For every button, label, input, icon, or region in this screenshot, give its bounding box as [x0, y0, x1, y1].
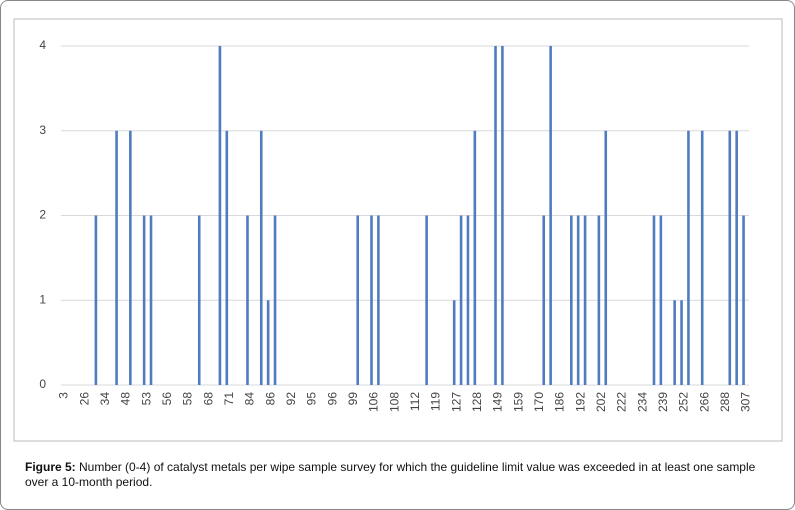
bar: [501, 46, 504, 385]
x-tick-label: 202: [594, 392, 608, 412]
bar: [246, 215, 249, 385]
bar: [94, 215, 98, 385]
x-tick-label: 3: [57, 392, 71, 399]
x-tick-label: 84: [243, 392, 257, 406]
x-tick-label: 307: [739, 392, 753, 412]
x-tick-label: 95: [305, 392, 319, 406]
bar: [266, 300, 270, 385]
x-tick-label: 108: [387, 392, 401, 412]
bar: [735, 130, 738, 385]
bar: [728, 130, 732, 385]
bar: [583, 215, 587, 385]
x-tick-label: 26: [77, 392, 91, 406]
y-tick-label: 1: [39, 292, 46, 306]
caption-text: Number (0-4) of catalyst metals per wipe…: [25, 460, 756, 489]
bar: [142, 215, 146, 385]
x-tick-label: 53: [139, 392, 153, 406]
bar: [673, 300, 676, 385]
x-tick-label: 127: [449, 392, 463, 412]
bar: [149, 215, 153, 385]
bar: [459, 215, 463, 385]
x-tick-label: 192: [573, 392, 587, 412]
bar: [259, 130, 263, 385]
bar: [597, 215, 601, 385]
x-tick-label: 96: [325, 392, 339, 406]
x-tick-label: 149: [491, 392, 505, 412]
bar: [700, 130, 704, 385]
bar: [570, 215, 573, 385]
x-tick-label: 48: [119, 392, 133, 406]
bar: [356, 215, 360, 385]
x-tick-label: 112: [408, 392, 422, 411]
y-tick-label: 3: [39, 123, 46, 137]
x-tick-label: 170: [532, 392, 546, 412]
bar: [742, 215, 745, 385]
x-tick-label: 106: [367, 392, 381, 412]
x-tick-label: 56: [160, 392, 174, 406]
x-tick-label: 34: [98, 392, 112, 406]
bar: [218, 46, 222, 385]
bar: [466, 215, 470, 385]
bar: [604, 130, 608, 385]
bar: [494, 46, 497, 385]
x-tick-label: 222: [615, 392, 629, 412]
y-tick-label: 2: [39, 208, 46, 222]
bar: [273, 215, 277, 385]
bar: [197, 215, 201, 385]
bar: [115, 130, 118, 385]
bar: [549, 46, 552, 385]
x-tick-label: 266: [697, 392, 711, 412]
bar: [687, 130, 690, 385]
x-tick-label: 159: [511, 392, 525, 412]
bar: [659, 215, 663, 385]
bar: [425, 215, 428, 385]
caption: Figure 5: Number (0-4) of catalyst metal…: [25, 460, 775, 490]
bar: [129, 130, 132, 385]
bar: [473, 130, 477, 385]
bar: [680, 300, 683, 385]
bar: [370, 215, 373, 385]
x-tick-label: 92: [284, 392, 298, 406]
x-tick-label: 99: [346, 392, 360, 406]
caption-label: Figure 5:: [25, 460, 76, 474]
x-tick-label: 128: [470, 392, 484, 412]
x-tick-label: 119: [429, 392, 443, 411]
x-tick-label: 239: [656, 392, 670, 412]
x-tick-label: 186: [553, 392, 567, 412]
bar: [542, 215, 546, 385]
x-tick-label: 252: [677, 392, 691, 412]
x-tick-label: 234: [635, 392, 649, 412]
bar: [576, 215, 580, 385]
x-tick-label: 86: [263, 392, 277, 406]
y-tick-label: 0: [39, 377, 46, 391]
x-tick-label: 288: [718, 392, 732, 412]
bar: [452, 300, 456, 385]
bar: [377, 215, 380, 385]
bar: [652, 215, 656, 385]
x-tick-label: 58: [181, 392, 195, 406]
bar: [225, 130, 229, 385]
x-tick-label: 71: [222, 392, 236, 406]
x-tick-label: 68: [201, 392, 215, 406]
y-tick-label: 4: [39, 38, 46, 52]
